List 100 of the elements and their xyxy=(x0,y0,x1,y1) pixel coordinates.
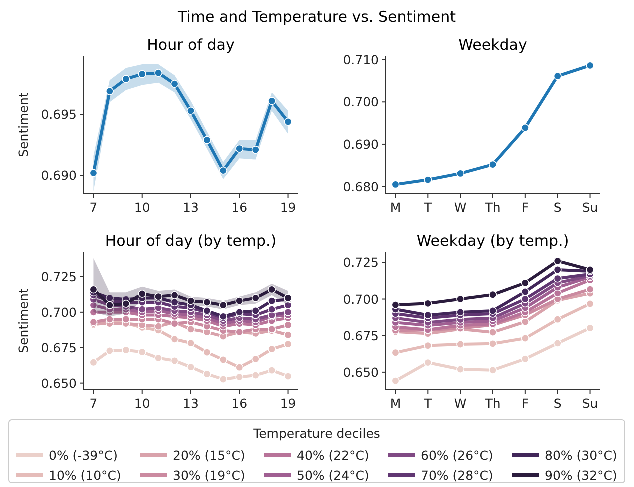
x-tick-label: Su xyxy=(582,200,598,215)
point xyxy=(284,331,292,340)
point xyxy=(138,348,146,356)
point xyxy=(284,118,292,126)
point xyxy=(106,346,114,355)
y-tick-label: 0.700 xyxy=(41,304,78,320)
x-tick-label: T xyxy=(423,200,432,215)
x-tick-label: S xyxy=(554,200,562,215)
point xyxy=(122,346,130,354)
point xyxy=(203,136,212,144)
point xyxy=(187,325,195,334)
point xyxy=(236,144,244,153)
point xyxy=(138,290,146,298)
x-tick-label: 19 xyxy=(280,200,296,215)
point xyxy=(521,355,530,364)
y-tick-label: 0.650 xyxy=(41,376,78,391)
point xyxy=(170,335,179,344)
point xyxy=(154,69,163,78)
point xyxy=(90,286,98,294)
point xyxy=(456,308,465,316)
legend-label: 60% (26°C) xyxy=(421,448,494,463)
point xyxy=(284,372,292,381)
point xyxy=(106,87,114,96)
chart-title: Weekday (by temp.) xyxy=(416,232,570,250)
point xyxy=(284,321,292,330)
point xyxy=(187,297,195,306)
point xyxy=(252,294,260,302)
point xyxy=(489,306,497,315)
point xyxy=(554,316,562,324)
point xyxy=(424,342,432,350)
point xyxy=(236,297,244,306)
x-tick-label: Th xyxy=(484,200,501,215)
x-tick-label: F xyxy=(522,396,530,411)
y-axis-title: Sentiment xyxy=(16,92,31,158)
y-tick-label: 0.680 xyxy=(343,179,380,194)
point xyxy=(106,316,114,324)
point xyxy=(252,307,260,315)
point xyxy=(187,106,195,115)
x-tick-label: S xyxy=(554,396,562,411)
x-tick-label: 10 xyxy=(134,200,150,215)
point xyxy=(122,75,130,84)
point xyxy=(203,348,212,357)
point xyxy=(554,339,562,348)
y-tick-label: 0.695 xyxy=(41,107,77,122)
point xyxy=(586,286,594,294)
point xyxy=(424,176,432,184)
point xyxy=(489,160,497,169)
y-tick-label: 0.700 xyxy=(343,94,380,110)
legend-label: 70% (28°C) xyxy=(421,468,494,483)
point xyxy=(554,266,562,274)
point xyxy=(489,366,497,374)
point xyxy=(219,356,228,364)
point xyxy=(106,294,114,302)
chart-title: Hour of day (by temp.) xyxy=(105,232,277,250)
legend-label: 80% (30°C) xyxy=(545,448,618,463)
legend-title: Temperature deciles xyxy=(252,426,380,441)
legend-label: 30% (19°C) xyxy=(173,468,246,483)
point xyxy=(203,370,212,378)
point xyxy=(521,288,530,296)
point xyxy=(252,372,260,380)
y-tick-label: 0.725 xyxy=(343,255,379,270)
y-axis-title: Sentiment xyxy=(16,288,31,354)
point xyxy=(424,300,432,308)
point xyxy=(268,297,276,306)
legend-label: 40% (22°C) xyxy=(297,448,370,463)
point xyxy=(170,356,179,365)
y-tick-label: 0.675 xyxy=(41,340,77,356)
point xyxy=(268,97,276,106)
point xyxy=(521,318,530,326)
text: Time and Temperature vs. Sentiment xyxy=(176,8,456,26)
point xyxy=(521,334,530,342)
point xyxy=(392,180,400,189)
point xyxy=(187,363,195,372)
point xyxy=(219,301,228,310)
point xyxy=(456,295,465,304)
x-tick-label: 16 xyxy=(232,200,248,215)
point xyxy=(554,72,562,80)
y-tick-label: 0.710 xyxy=(343,52,380,68)
x-tick-label: 13 xyxy=(183,200,199,215)
point xyxy=(392,301,400,310)
point xyxy=(138,70,146,78)
x-tick-label: W xyxy=(454,396,467,411)
point xyxy=(236,364,244,372)
point xyxy=(586,300,594,308)
x-tick-label: Su xyxy=(582,396,598,411)
point xyxy=(219,376,228,384)
x-tick-label: 7 xyxy=(90,396,98,411)
point xyxy=(268,366,276,375)
legend-label: 50% (24°C) xyxy=(297,468,370,483)
y-tick-label: 0.690 xyxy=(41,168,78,184)
y-tick-label: 0.675 xyxy=(343,328,379,344)
point xyxy=(170,298,179,306)
point xyxy=(489,290,497,299)
point xyxy=(521,124,530,132)
x-tick-label: W xyxy=(454,200,467,215)
point xyxy=(90,169,98,178)
y-tick-label: 0.650 xyxy=(343,364,380,380)
point xyxy=(456,340,465,348)
point xyxy=(252,146,260,154)
point xyxy=(268,286,276,294)
